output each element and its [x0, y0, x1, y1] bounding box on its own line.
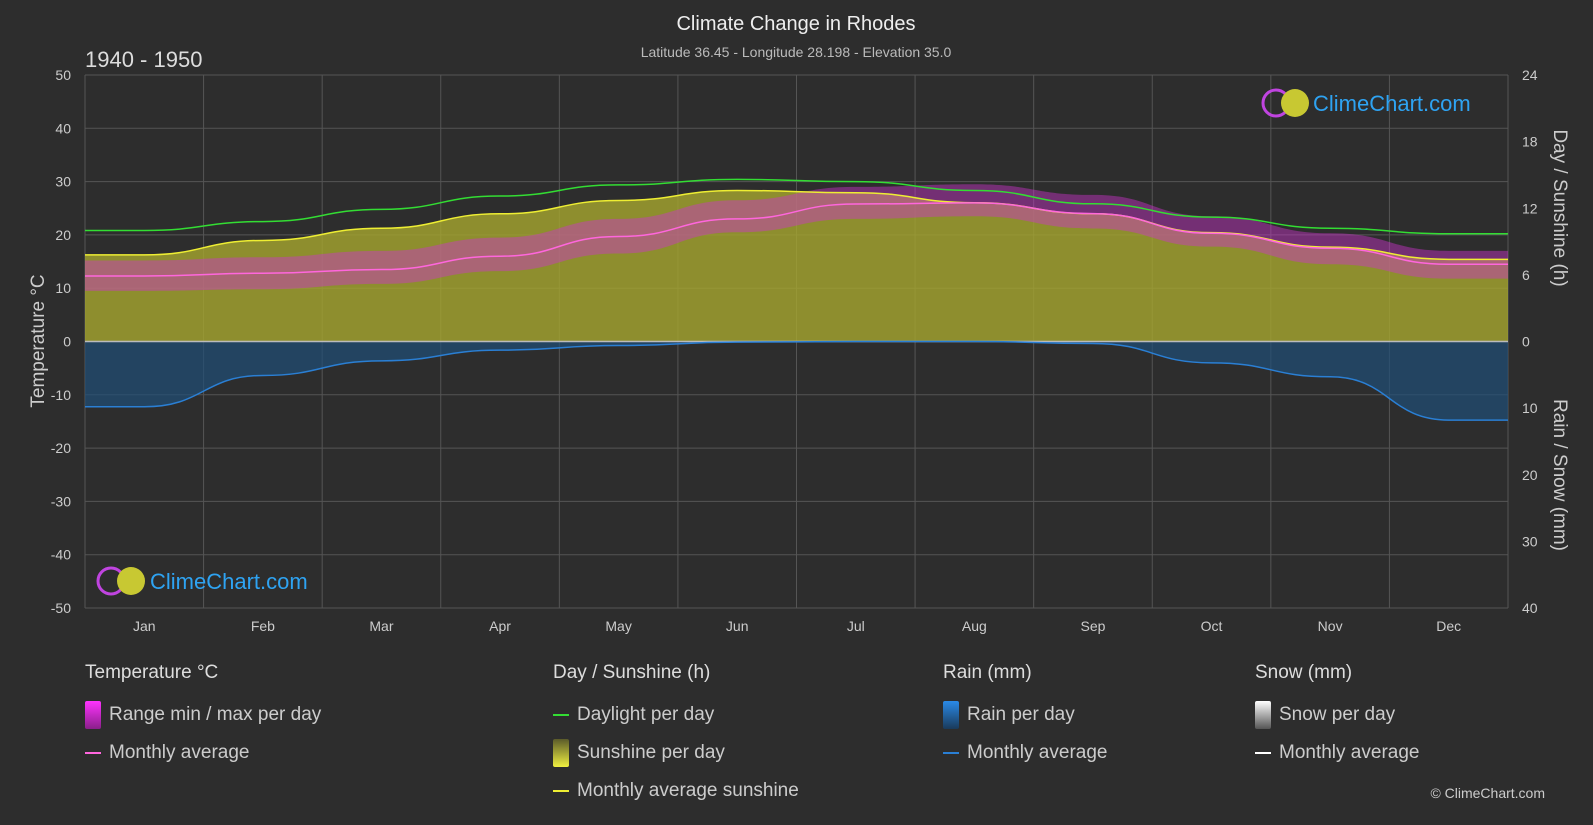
daylight-line: [84, 178, 1509, 235]
month-tick-label: Dec: [1436, 618, 1461, 634]
left-tick-label: 0: [63, 334, 71, 350]
right-top-tick-label: 18: [1522, 134, 1538, 150]
right-top-tick-label: 6: [1522, 267, 1530, 283]
copyright: © ClimeChart.com: [1430, 785, 1545, 801]
logo-text: ClimeChart.com: [150, 569, 308, 594]
month-tick-label: Jan: [133, 618, 156, 634]
legend-item-sunshine: Sunshine per day: [553, 734, 799, 772]
left-tick-label: 30: [55, 174, 71, 190]
right-top-tick-label: 12: [1522, 200, 1538, 216]
rain-area: [85, 341, 1508, 421]
legend-item-snow: Snow per day: [1255, 696, 1419, 734]
right-bottom-tick-label: 20: [1522, 467, 1538, 483]
left-tick-label: -40: [51, 547, 71, 563]
month-tick-label: Aug: [962, 618, 987, 634]
legend-item-temp-avg: Monthly average: [85, 734, 321, 772]
legend-snow: Snow (mm) Snow per day Monthly average: [1255, 662, 1419, 772]
plot-area: [84, 178, 1509, 421]
temperature-avg-line: [85, 202, 1508, 277]
sunshine-area: [85, 190, 1508, 342]
left-axis-title: Temperature °C: [28, 274, 49, 407]
legend-label: Monthly average: [109, 742, 250, 763]
logo-top[interactable]: ClimeChart.com: [1261, 88, 1471, 118]
legend-item-rain: Rain per day: [943, 696, 1107, 734]
left-tick-label: 20: [55, 227, 71, 243]
legend-heading: Snow (mm): [1255, 662, 1353, 683]
line-swatch-icon: [1255, 752, 1271, 754]
left-tick-label: -50: [51, 600, 71, 616]
right-bottom-tick-label: 10: [1522, 400, 1538, 416]
left-tick-label: 10: [55, 280, 71, 296]
rain-avg-line: [84, 340, 1508, 421]
left-tick-label: 40: [55, 120, 71, 136]
logo-text: ClimeChart.com: [1313, 91, 1471, 116]
chart-subtitle: Latitude 36.45 - Longitude 28.198 - Elev…: [641, 44, 952, 60]
line-swatch-icon: [943, 752, 959, 754]
sunshine-swatch-icon: [553, 739, 569, 767]
legend-label: Monthly average: [967, 742, 1108, 763]
right-top-tick-label: 0: [1522, 334, 1530, 350]
legend-temperature: Temperature °C Range min / max per day M…: [85, 662, 321, 772]
month-tick-label: Nov: [1318, 618, 1343, 634]
month-tick-label: Apr: [489, 618, 511, 634]
legend-rain: Rain (mm) Rain per day Monthly average: [943, 662, 1107, 772]
right-top-tick-label: 24: [1522, 67, 1538, 83]
snow-swatch-icon: [1255, 701, 1271, 729]
left-tick-label: -10: [51, 387, 71, 403]
legend-label: Rain per day: [967, 704, 1075, 725]
legend-label: Monthly average sunshine: [577, 780, 799, 801]
logo-bottom[interactable]: ClimeChart.com: [96, 566, 308, 596]
legend-item-range: Range min / max per day: [85, 696, 321, 734]
month-tick-label: Jul: [847, 618, 865, 634]
legend-item-sunshine-avg: Monthly average sunshine: [553, 772, 799, 810]
line-swatch-icon: [553, 790, 569, 792]
legend-heading: Day / Sunshine (h): [553, 662, 711, 683]
right-bottom-tick-label: 30: [1522, 533, 1538, 549]
rain-swatch-icon: [943, 701, 959, 729]
month-tick-label: Jun: [726, 618, 749, 634]
line-swatch-icon: [553, 714, 569, 716]
month-tick-label: May: [605, 618, 631, 634]
legend-label: Sunshine per day: [577, 742, 725, 763]
period-label: 1940 - 1950: [85, 47, 202, 72]
chart-title: Climate Change in Rhodes: [676, 13, 915, 35]
legend-label: Range min / max per day: [109, 704, 322, 725]
left-tick-label: 50: [55, 67, 71, 83]
month-tick-label: Feb: [251, 618, 275, 634]
left-tick-label: -30: [51, 493, 71, 509]
range-swatch-icon: [85, 701, 101, 729]
sunshine-avg-line: [85, 189, 1508, 261]
logo-sun-icon: [117, 567, 145, 595]
legend-label: Daylight per day: [577, 704, 715, 725]
right-axis-bottom-title: Rain / Snow (mm): [1549, 399, 1570, 551]
legend-heading: Temperature °C: [85, 662, 219, 683]
legend-label: Monthly average: [1279, 742, 1420, 763]
legend-item-rain-avg: Monthly average: [943, 734, 1107, 772]
right-bottom-tick-label: 40: [1522, 600, 1538, 616]
month-tick-label: Sep: [1080, 618, 1105, 634]
month-tick-label: Mar: [369, 618, 393, 634]
line-swatch-icon: [85, 752, 101, 754]
axis-ticks: -50 -40 -30 -20 -10 0 10 20 30 40 50 0 6 12 18 24 10 20 30…: [51, 67, 1538, 634]
legend-heading: Rain (mm): [943, 662, 1032, 683]
legend-label: Snow per day: [1279, 704, 1396, 725]
right-axis-top-title: Day / Sunshine (h): [1549, 129, 1570, 286]
month-tick-label: Oct: [1201, 618, 1223, 634]
legend-sunshine: Day / Sunshine (h) Daylight per day Suns…: [553, 662, 799, 810]
left-tick-label: -20: [51, 440, 71, 456]
legend-item-daylight: Daylight per day: [553, 696, 799, 734]
logo-sun-icon: [1281, 89, 1309, 117]
legend-item-snow-avg: Monthly average: [1255, 734, 1419, 772]
